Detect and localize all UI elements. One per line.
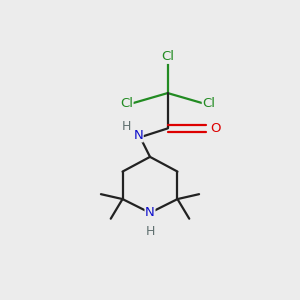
Text: N: N <box>145 206 155 219</box>
Text: Cl: Cl <box>161 50 174 63</box>
Text: H: H <box>145 225 155 238</box>
Text: Cl: Cl <box>202 98 215 110</box>
Text: O: O <box>211 122 221 135</box>
Text: H: H <box>122 120 131 133</box>
Text: N: N <box>133 129 143 142</box>
Text: Cl: Cl <box>120 98 133 110</box>
